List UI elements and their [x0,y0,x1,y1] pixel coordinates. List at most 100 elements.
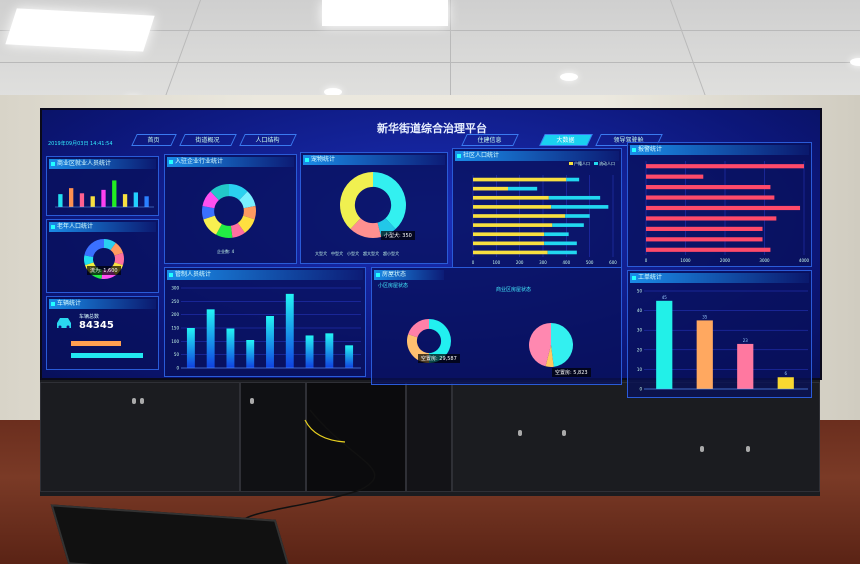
bar [646,226,763,231]
ceiling-light [322,0,448,26]
legend-label: 流动人口 [599,161,615,166]
bar [552,223,584,227]
tooltip: 空置房: 29,587 [418,354,460,363]
pie-slice [243,205,256,220]
ceiling-tile-seam [669,0,712,110]
y-tick-label: 40 [637,308,643,313]
pie-slice [114,252,124,266]
y-tick-label: 150 [171,326,179,331]
tab-user[interactable]: 人口结构 [239,134,297,146]
bar [646,195,775,200]
x-tick-label: 3000 [759,258,770,263]
panel-title: 宠物统计 [303,155,445,165]
enterprise-panel: 入驻企业行业统计 企业数: 4 [164,154,297,264]
bar [473,195,549,200]
video-wall-dashboard: 新华街道综合治理平台 2019年09月03日 14:41:54 首页 街道概况 人口… [40,108,822,398]
tab-building[interactable]: 住建信息 [461,134,519,146]
x-tick-label: 2000 [720,258,731,263]
employment-chart [55,180,154,208]
bar [473,214,566,218]
pie-slice [350,218,382,238]
bar [473,205,552,209]
tab-home[interactable]: 首页 [131,134,177,146]
elderly-panel: 老年人口统计 流为: 1,600 [46,219,159,293]
pie-slice [104,239,116,251]
legend-swatch [569,162,573,165]
cabinet-knob [562,430,566,436]
bar [544,232,569,237]
bar [473,232,545,237]
data-label: 6 [784,371,787,376]
cabinet-knob [518,430,522,436]
pie-slice [373,172,406,230]
tab-label: 人口结构 [255,137,280,144]
panel-title: 工单统计 [630,273,809,283]
bar [646,174,704,179]
bar [646,247,771,252]
pie-slice [202,191,219,209]
pie-slice [210,184,229,201]
pie-slice [239,191,256,209]
y-tick-label: 100 [171,339,179,344]
pie-slice [84,239,104,257]
y-tick-label: 0 [639,387,642,392]
panel-title: 管制人员统计 [167,270,363,280]
ceiling-light [5,8,155,52]
bar [646,237,763,242]
bar [112,180,117,207]
cabinet-knob [132,398,136,404]
community-panel: 社区人口统计 户籍人口 流动人口 0 100 200 300 400 500 600 [452,148,622,268]
data-label: 35 [702,314,708,319]
vehicle-bar [71,353,143,358]
controlled-chart: 0 50 100 150 200 250 300 [171,286,361,371]
legend-item: 户籍人口 [569,161,590,167]
cabinet-door [40,382,240,492]
tab-label: 首页 [147,137,160,144]
pie-slice [84,255,94,266]
data-label: 45 [662,295,668,300]
pie-slice [340,172,373,230]
bar [69,188,74,207]
x-tick-label: 1000 [680,258,691,263]
ceiling-tile-seam [0,30,860,31]
spotlight [324,88,342,96]
cabinet-door [452,382,820,492]
cabinet-door [406,382,452,492]
bar [305,335,314,368]
pie-slice [408,319,429,338]
bar [246,340,255,368]
bar [547,250,577,255]
tab-data[interactable]: 大数据 [539,134,593,146]
bar [101,189,106,207]
bar [133,192,138,207]
page-title: 新华街道综合治理平台 [377,122,487,135]
bar [285,293,294,368]
bar [646,185,771,190]
x-tick-label: 0 [472,260,475,265]
subtitle: 小区房屋状态 [378,283,409,289]
bar [186,328,195,368]
panel-title: 社区人口统计 [455,151,619,161]
legend-item: 流动人口 [594,161,615,167]
legend-item: 中型犬 [331,251,343,256]
bar [144,196,149,207]
bar [646,164,804,169]
pie-slice [237,215,255,233]
bar [345,345,354,368]
bar [565,214,590,218]
bar [58,194,63,207]
cabinet-knob [140,398,144,404]
panel-title: 老年人口统计 [49,222,156,232]
vehicles-panel: 车辆统计 车辆总数 84345 [46,296,159,370]
bar [508,186,538,191]
vehicle-total-label: 车辆总数 [79,314,100,320]
legend-item: 超大型犬 [363,251,379,256]
tab-label: 街道概况 [195,137,220,144]
ceiling-tile-seam [450,0,451,110]
bar [737,343,754,389]
x-tick-label: 0 [645,258,648,263]
tab-bar-chart[interactable]: 街道概况 [179,134,237,146]
bar [90,196,95,207]
bar [473,241,545,246]
